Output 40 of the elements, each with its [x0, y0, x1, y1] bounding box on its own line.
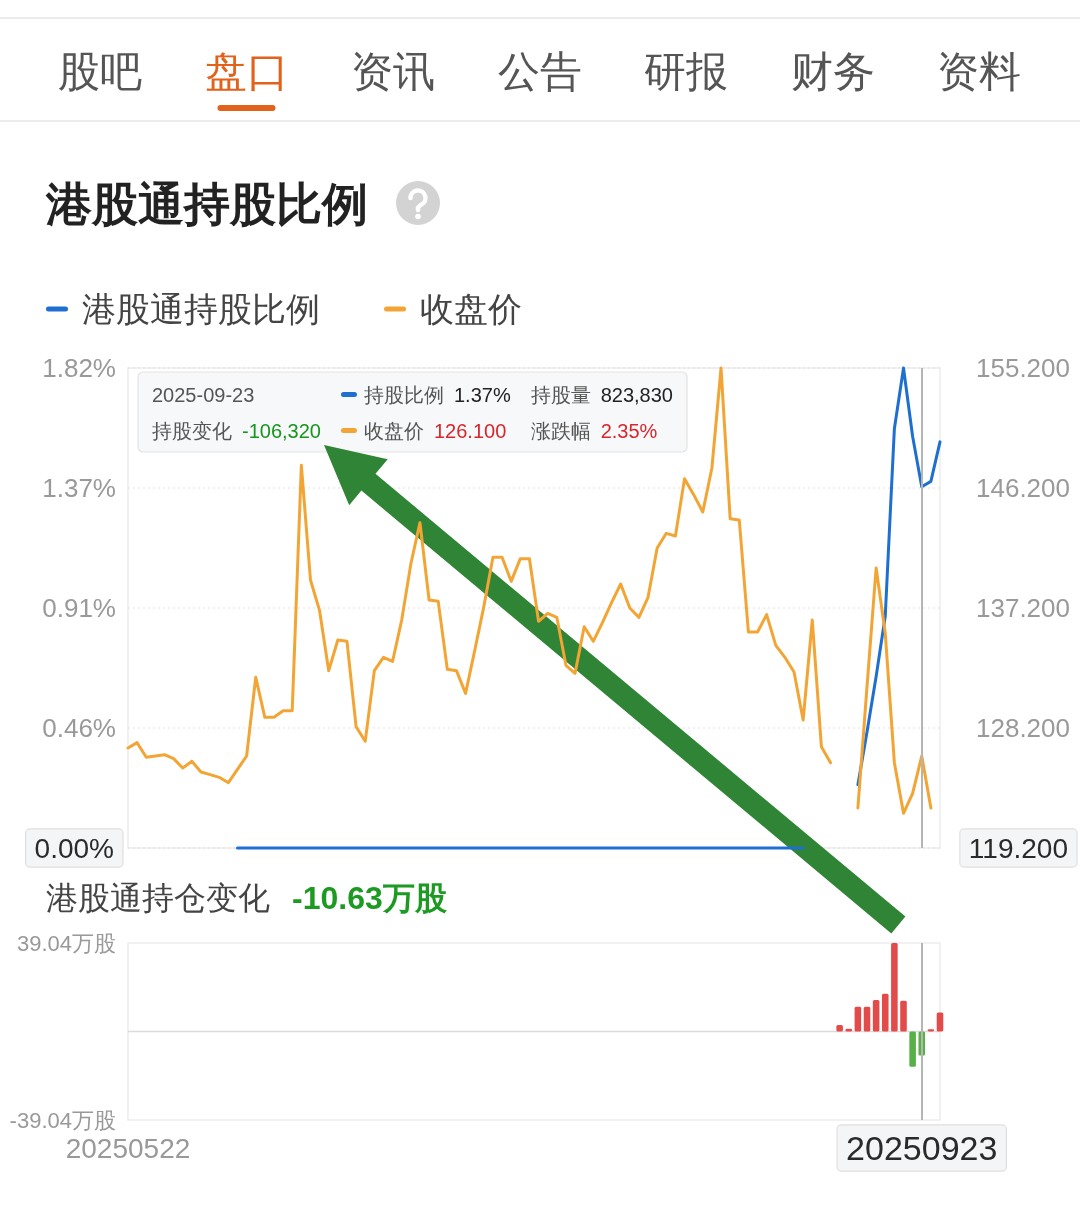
y2-tick-label: 119.200 — [968, 833, 1068, 865]
y-tick-label: 1.82% — [42, 353, 116, 384]
tooltip-value: -106,320 — [242, 420, 321, 442]
tooltip-label: 持股量 — [530, 384, 591, 406]
y2-tick-label: 119.200 — [959, 828, 1078, 868]
y2-tick-label: 128.200 — [976, 713, 1070, 744]
tooltip-value: 126.100 — [433, 420, 507, 442]
y-tick-label: 1.37% — [42, 473, 116, 504]
y-tick-label: 0.00% — [34, 833, 114, 865]
y-tick-label: 0.91% — [42, 593, 116, 624]
subtitle: -10.63万股 — [292, 880, 447, 916]
y2-tick-label: 137.200 — [976, 593, 1070, 624]
tooltip-label: 持股比例 — [363, 384, 444, 406]
y2-tick-label: 146.200 — [976, 473, 1070, 504]
legend-label: 港股通持股比例 — [82, 290, 320, 328]
tooltip-value: 823,830 — [600, 384, 673, 406]
y2-tick-label: 155.200 — [976, 353, 1070, 384]
tab-label: 财务 — [790, 48, 875, 95]
tooltip-label: 收盘价 — [363, 420, 424, 442]
tooltip-date: 2025-09-23 — [152, 384, 255, 406]
y-tick-label: 39.04万股 — [16, 930, 116, 956]
y-tick-label: 0.46% — [42, 713, 116, 744]
legend-label: 收盘价 — [420, 290, 522, 328]
x-tick-label: 20250522 — [65, 1133, 191, 1164]
tab-label: 公告 — [497, 48, 582, 95]
tab-label: 股吧 — [58, 48, 142, 95]
tooltip-value: 2.35% — [600, 420, 658, 442]
tab-label: 资料 — [937, 48, 1021, 95]
x-tick-label: 20250923 — [846, 1129, 998, 1168]
tooltip-label: 涨跌幅 — [530, 420, 591, 442]
tab-label: 资讯 — [351, 48, 435, 95]
title: 港股通持股比例 — [46, 178, 368, 230]
y-tick-label: -39.04万股 — [9, 1107, 116, 1133]
tooltip-value: 1.37% — [453, 384, 511, 406]
tab-label: 研报 — [644, 48, 728, 95]
tooltip-label: 持股变化 — [152, 420, 232, 442]
tab-label: 盘口 — [204, 48, 289, 95]
y-tick-label: 0.00% — [25, 828, 124, 868]
x-tick-label: 20250923 — [836, 1124, 1007, 1172]
title: 港股通持仓变化 — [46, 880, 270, 916]
